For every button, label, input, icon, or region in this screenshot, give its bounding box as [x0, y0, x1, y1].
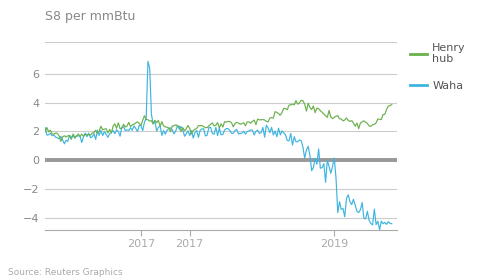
Text: Source: Reuters Graphics: Source: Reuters Graphics	[8, 268, 122, 277]
Legend: Henry
hub, Waha: Henry hub, Waha	[405, 38, 469, 95]
Text: S8 per mmBtu: S8 per mmBtu	[45, 10, 135, 23]
